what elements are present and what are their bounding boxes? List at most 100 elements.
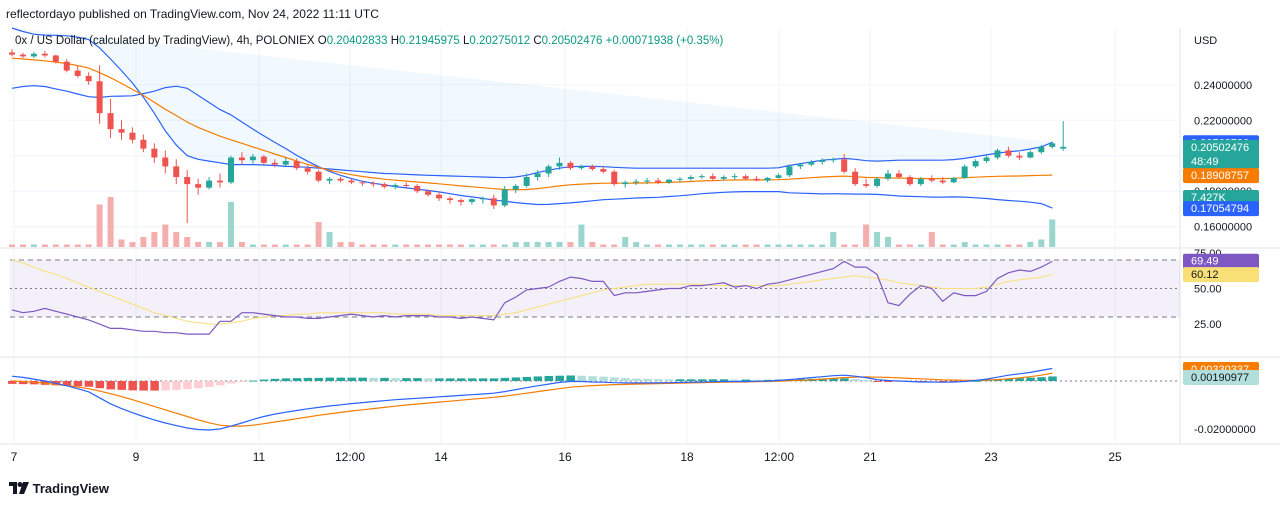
volume-bar (162, 224, 169, 247)
volume-bar (9, 244, 15, 247)
rsi-pane[interactable] (10, 259, 1180, 335)
volume-bar (74, 244, 81, 247)
candle-body (173, 166, 180, 178)
price-pane[interactable] (9, 27, 1067, 247)
time-tick-label: 16 (558, 450, 572, 464)
volume-bar (797, 244, 804, 247)
macd-histogram-bar (314, 377, 324, 381)
macd-histogram-bar (424, 378, 433, 381)
price-tick-label: 0.24000000 (1194, 80, 1252, 92)
candle-body (1027, 152, 1034, 158)
macd-histogram-bar (566, 375, 575, 381)
macd-histogram-bar (643, 378, 652, 381)
candle-body (512, 185, 519, 190)
tradingview-logo[interactable]: TradingView (9, 481, 109, 496)
volume-bar (819, 244, 826, 247)
volume-bar (41, 244, 48, 247)
volume-bar (19, 244, 26, 247)
macd-histogram-bar (467, 378, 477, 381)
macd-histogram-bar (818, 378, 827, 381)
macd-histogram-bar (544, 375, 554, 381)
candle-body (906, 177, 913, 185)
candle-body (52, 55, 59, 62)
macd-histogram-bar (577, 375, 586, 381)
bb-basis-badge-text: 0.18908757 (1191, 170, 1249, 182)
volume-bar (348, 242, 355, 247)
volume-bar (403, 244, 410, 247)
time-tick-label: 12:00 (335, 450, 365, 464)
candle-body (425, 191, 432, 195)
macd-hist-badge-bg (1183, 370, 1259, 385)
bb-lower-badge-bg (1183, 201, 1259, 217)
candle-body (184, 177, 191, 185)
volume-bar (249, 244, 256, 247)
macd-histogram-bar (511, 377, 521, 381)
candle-body (666, 179, 672, 183)
candle-body (436, 194, 443, 199)
volume-bar (764, 244, 771, 247)
candle-body (206, 180, 213, 188)
volume-bar (720, 244, 727, 247)
volume-bar (238, 242, 245, 247)
volume-bar (600, 244, 607, 247)
macd-histogram-bar (1004, 378, 1013, 381)
candle-body (545, 166, 552, 174)
volume-bar (950, 244, 957, 247)
candle-body (293, 161, 300, 169)
volume-bar (447, 244, 453, 247)
candle-body (1016, 155, 1023, 158)
candle-body (676, 178, 683, 180)
candle-body (917, 178, 924, 185)
candle-body (74, 70, 81, 76)
volume-bar (961, 242, 968, 247)
candle-body (348, 180, 355, 183)
volume-bar (195, 242, 202, 247)
macd-histogram-bar (840, 378, 849, 381)
volume-bar (917, 244, 924, 247)
macd-histogram-bar (194, 381, 203, 389)
candle-body (655, 180, 662, 183)
price-tick-label: 0.22000000 (1194, 115, 1252, 127)
volume-bar (206, 242, 213, 247)
volume-bar (622, 237, 629, 247)
bollinger-lower-line (11, 85, 1053, 209)
macd-histogram-bar (1015, 378, 1024, 381)
macd-histogram-bar (292, 378, 302, 381)
candle-body (611, 171, 618, 185)
volume-bar (633, 242, 640, 247)
macd-histogram-bar (369, 377, 378, 381)
last-price-badge-text: 0.20502476 (1191, 142, 1249, 154)
bb-lower-badge-text: 0.17054794 (1191, 203, 1249, 215)
candle-body (567, 162, 574, 169)
volume-bar (939, 244, 946, 247)
volume-bar (994, 244, 1001, 247)
candle-body (304, 168, 311, 172)
candle-body (9, 52, 15, 55)
time-tick-label: 23 (984, 450, 998, 464)
volume-bar (96, 204, 103, 247)
macd-histogram-bar (665, 379, 674, 381)
macd-hist-badge-text: 0.00190977 (1191, 372, 1249, 384)
candle-body (260, 156, 267, 163)
macd-histogram-bar (588, 376, 597, 381)
rsi-tick-label: 50.00 (1194, 284, 1222, 296)
volume-bar (304, 244, 311, 247)
volume-bar (874, 232, 881, 247)
volume-bar (228, 202, 234, 247)
macd-signal-line (11, 372, 1053, 427)
tradingview-icon (9, 482, 29, 494)
candle-body (479, 198, 486, 200)
macd-histogram-bar (873, 381, 882, 382)
rsi-ma-badge-text: 60.12 (1191, 269, 1219, 281)
volume-bar (644, 244, 651, 247)
volume-bar (140, 237, 147, 247)
macd-histogram-bar (489, 378, 499, 381)
volume-bar (841, 244, 848, 247)
macd-histogram-bar (632, 378, 641, 381)
macd-histogram-bar (522, 376, 532, 381)
macd-pane[interactable] (8, 367, 1180, 431)
volume-bar (742, 244, 749, 247)
candle-body (162, 157, 169, 167)
volume-bar (30, 244, 37, 247)
